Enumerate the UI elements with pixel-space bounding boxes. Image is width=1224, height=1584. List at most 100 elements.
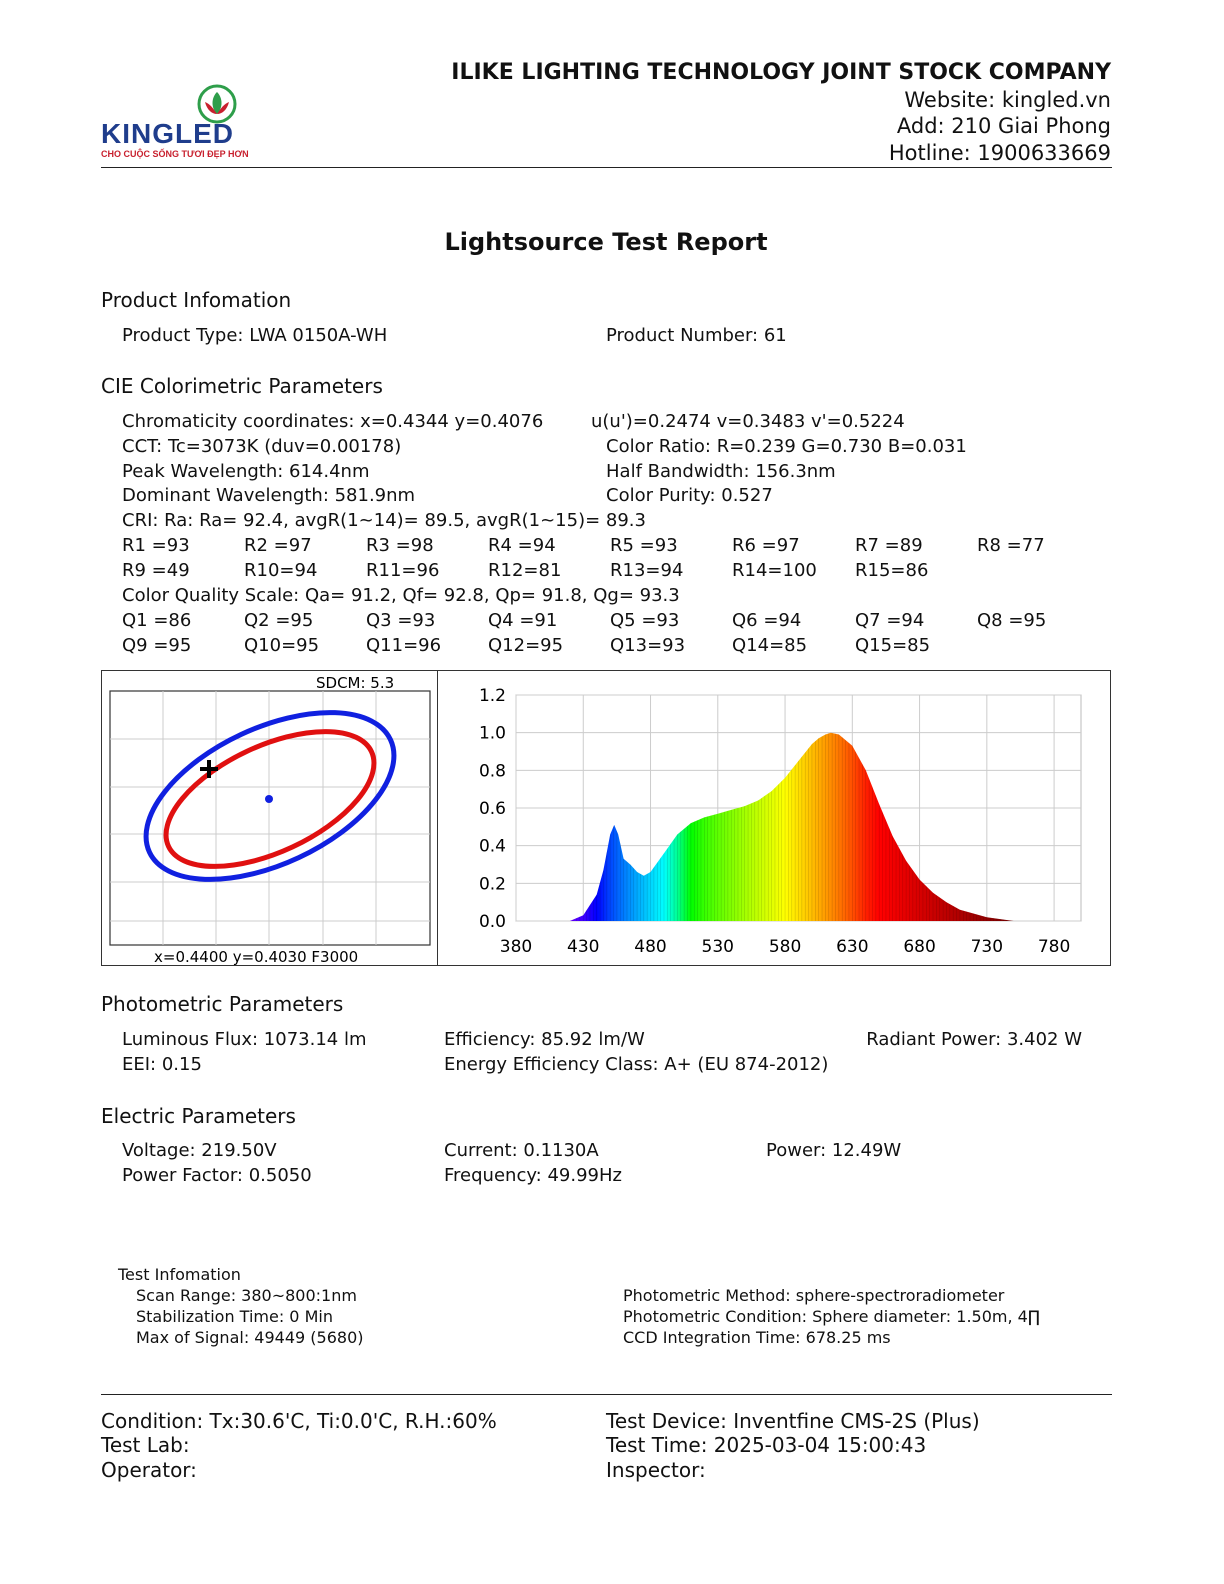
report-title: Lightsource Test Report	[444, 228, 768, 256]
brand-slogan: CHO CUỘC SỐNG TƯƠI ĐẸP HƠN	[101, 149, 249, 159]
sdcm-outer-ellipse	[143, 710, 397, 882]
q-value: Q8 =95	[977, 610, 1047, 631]
x-tick-label: 580	[769, 937, 801, 957]
product-type: Product Type: LWA 0150A-WH	[122, 325, 388, 346]
x-tick-label: 430	[567, 937, 599, 957]
company-name: ILIKE LIGHTING TECHNOLOGY JOINT STOCK CO…	[451, 60, 1111, 85]
q-value: Q10=95	[244, 635, 320, 656]
test-device: Test Device: Inventfine CMS-2S (Plus)	[606, 1409, 980, 1433]
q-value: Q9 =95	[122, 635, 192, 656]
eei: EEI: 0.15	[122, 1054, 202, 1075]
q-value: Q7 =94	[855, 610, 925, 631]
q-value: Q6 =94	[732, 610, 802, 631]
r-value: R8 =77	[977, 535, 1045, 556]
q-value: Q13=93	[610, 635, 686, 656]
sdcm-grid	[110, 691, 430, 945]
half-bandwidth: Half Bandwidth: 156.3nm	[606, 461, 836, 482]
r-value: R7 =89	[855, 535, 923, 556]
frequency: Frequency: 49.99Hz	[444, 1165, 622, 1186]
r-value: R1 =93	[122, 535, 190, 556]
luminous-flux: Luminous Flux: 1073.14 lm	[122, 1029, 367, 1050]
r-value: R6 =97	[732, 535, 800, 556]
spectrum-chart: 0.0 0.2 0.4 0.6 0.8 1.0 1.2 380 430 480 530 580 630 6…	[479, 686, 1082, 957]
cct: CCT: Tc=3073K (duv=0.00178)	[122, 436, 402, 457]
power: Power: 12.49W	[766, 1140, 902, 1161]
x-tick-label: 730	[971, 937, 1003, 957]
photometric-heading: Photometric Parameters	[101, 992, 344, 1016]
r-value: R14=100	[732, 560, 817, 581]
test-info-heading: Test Infomation	[118, 1265, 241, 1284]
sdcm-inner-ellipse	[163, 729, 377, 869]
sdcm-chart: SDCM: 5.3 x=0.4400 y=0.4030 F3000	[109, 674, 431, 965]
lotus-logo-icon	[197, 84, 237, 124]
color-purity: Color Purity: 0.527	[606, 485, 773, 506]
q-value: Q3 =93	[366, 610, 436, 631]
x-tick-label: 780	[1038, 937, 1070, 957]
chart-divider	[437, 671, 438, 965]
uv-coordinates: u(u')=0.2474 v=0.3483 v'=0.5224	[591, 411, 905, 432]
product-heading: Product Infomation	[101, 288, 292, 312]
r-value: R2 =97	[244, 535, 312, 556]
energy-class: Energy Efficiency Class: A+ (EU 874-2012…	[444, 1054, 829, 1075]
y-tick-label: 1.0	[479, 724, 506, 744]
x-tick-label: 680	[903, 937, 935, 957]
stabilization-time: Stabilization Time: 0 Min	[136, 1307, 333, 1326]
sdcm-center-point	[265, 795, 273, 803]
x-tick-label: 530	[702, 937, 734, 957]
test-time: Test Time: 2025-03-04 15:00:43	[606, 1433, 927, 1457]
r-value: R10=94	[244, 560, 318, 581]
chromaticity: Chromaticity coordinates: x=0.4344 y=0.4…	[122, 411, 544, 432]
q-value: Q12=95	[488, 635, 564, 656]
test-lab: Test Lab:	[101, 1433, 190, 1457]
company-hotline: Hotline: 1900633669	[888, 141, 1111, 165]
dominant-wavelength: Dominant Wavelength: 581.9nm	[122, 485, 416, 506]
q-value: Q2 =95	[244, 610, 314, 631]
efficiency: Efficiency: 85.92 lm/W	[444, 1029, 645, 1050]
charts-panel: SDCM: 5.3 x=0.4400 y=0.4030 F3000 0.0 0.2…	[101, 670, 1111, 966]
electric-heading: Electric Parameters	[101, 1104, 296, 1128]
r-value: R12=81	[488, 560, 562, 581]
r-value: R15=86	[855, 560, 929, 581]
x-tick-label: 480	[634, 937, 666, 957]
r-value: R5 =93	[610, 535, 678, 556]
y-tick-label: 1.2	[479, 686, 506, 706]
r-value: R4 =94	[488, 535, 556, 556]
y-tick-label: 0.8	[479, 761, 506, 781]
voltage: Voltage: 219.50V	[122, 1140, 277, 1161]
sdcm-footer: x=0.4400 y=0.4030 F3000	[154, 948, 358, 965]
ccd-integration-time: CCD Integration Time: 678.25 ms	[623, 1328, 891, 1347]
photometric-condition: Photometric Condition: Sphere diameter: …	[623, 1307, 1040, 1326]
x-tick-label: 380	[500, 937, 532, 957]
cqs-summary: Color Quality Scale: Qa= 91.2, Qf= 92.8,…	[122, 585, 680, 606]
current: Current: 0.1130A	[444, 1140, 599, 1161]
cie-heading: CIE Colorimetric Parameters	[101, 374, 383, 398]
spectrum-axes: 0.0 0.2 0.4 0.6 0.8 1.0 1.2 380 430 480 530 580 630 6…	[479, 686, 1070, 957]
measured-point-cross-icon	[200, 760, 218, 778]
color-ratio: Color Ratio: R=0.239 G=0.730 B=0.031	[606, 436, 967, 457]
q-value: Q15=85	[855, 635, 931, 656]
cri-summary: CRI: Ra: Ra= 92.4, avgR(1~14)= 89.5, avg…	[122, 510, 646, 531]
inspector: Inspector:	[606, 1458, 706, 1482]
q-value: Q1 =86	[122, 610, 192, 631]
radiant-power: Radiant Power: 3.402 W	[866, 1029, 1082, 1050]
r-value: R11=96	[366, 560, 440, 581]
operator: Operator:	[101, 1458, 197, 1482]
power-factor: Power Factor: 0.5050	[122, 1165, 312, 1186]
q-value: Q4 =91	[488, 610, 558, 631]
y-tick-label: 0.6	[479, 799, 506, 819]
footer-divider	[101, 1394, 1112, 1395]
product-number: Product Number: 61	[606, 325, 787, 346]
company-address: Add: 210 Giai Phong	[896, 114, 1111, 138]
sdcm-label: SDCM: 5.3	[316, 674, 394, 692]
q-value: Q11=96	[366, 635, 442, 656]
q-value: Q14=85	[732, 635, 808, 656]
photometric-method: Photometric Method: sphere-spectroradiom…	[623, 1286, 1005, 1305]
y-tick-label: 0.2	[479, 874, 506, 894]
r-value: R3 =98	[366, 535, 434, 556]
r-value: R9 =49	[122, 560, 190, 581]
x-tick-label: 630	[836, 937, 868, 957]
max-signal: Max of Signal: 49449 (5680)	[136, 1328, 364, 1347]
y-tick-label: 0.4	[479, 837, 506, 857]
q-value: Q5 =93	[610, 610, 680, 631]
header-divider	[101, 167, 1112, 168]
